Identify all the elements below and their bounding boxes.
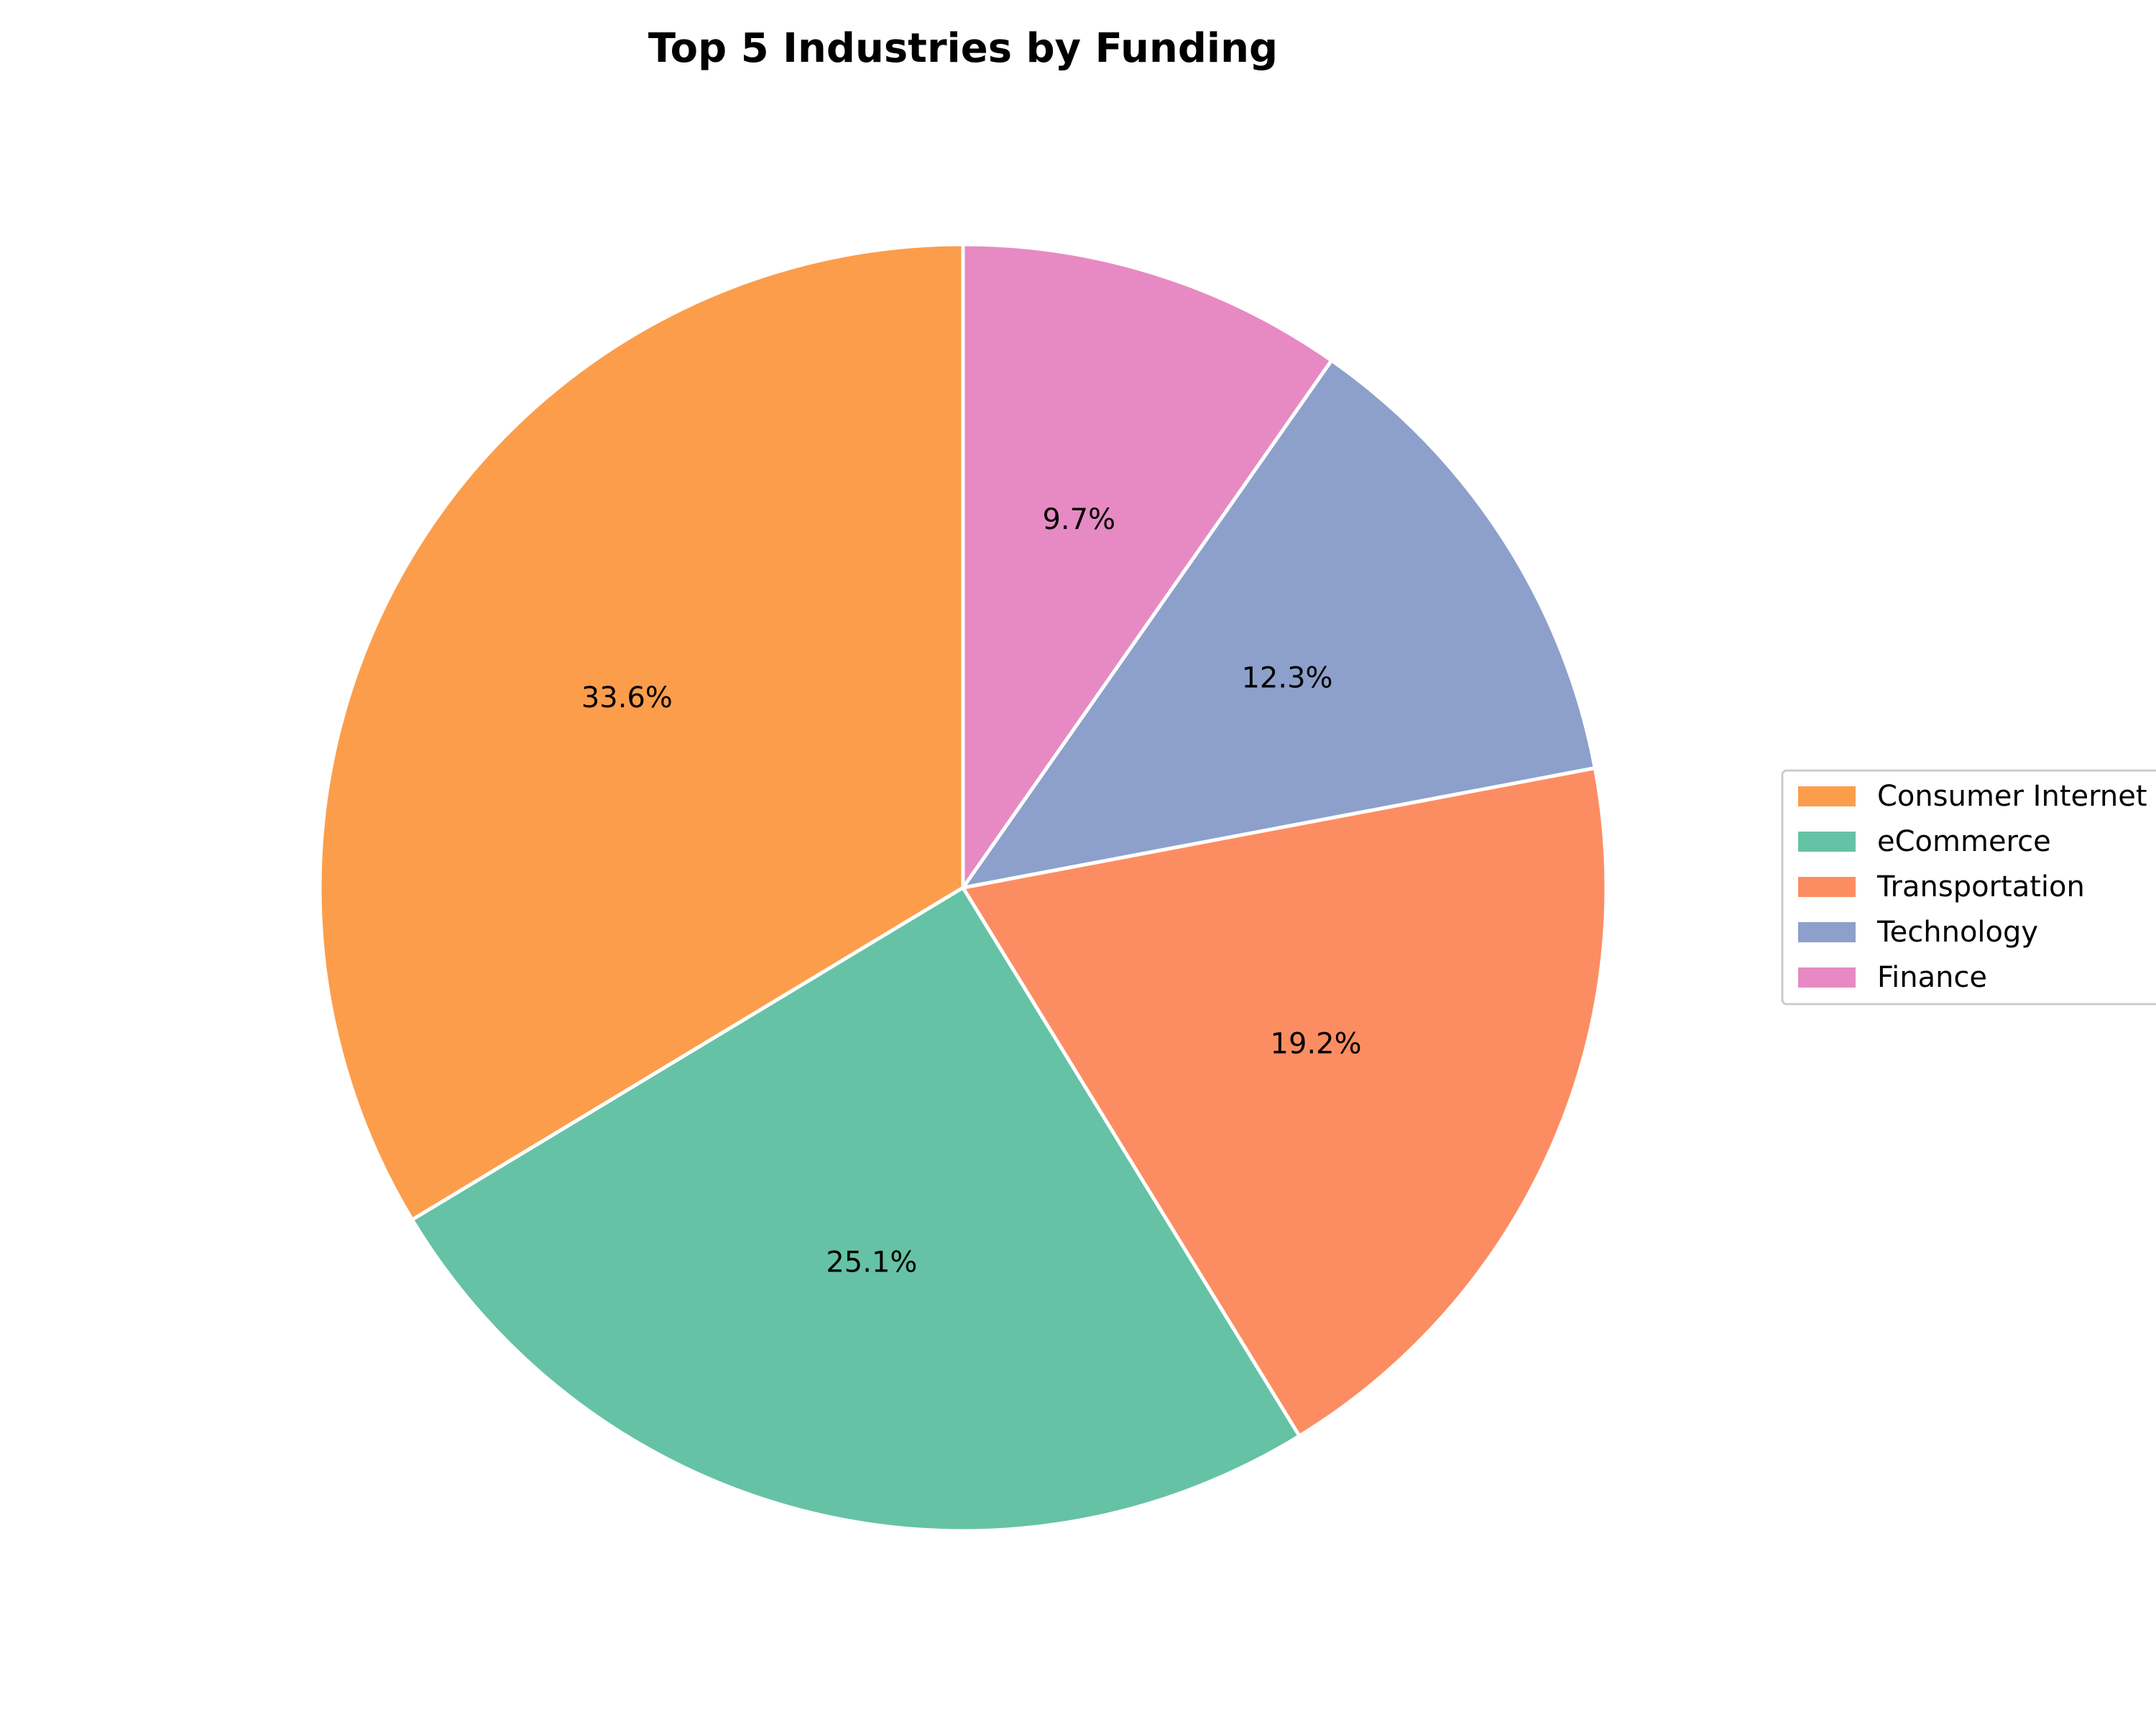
legend: Consumer Internet eCommerce Transportation… — [1781, 769, 2156, 1006]
legend-swatch — [1798, 877, 1856, 897]
pie-slice-consumer-internet — [318, 242, 965, 1222]
legend-frame — [1781, 769, 2156, 1006]
legend-swatch — [1798, 786, 1856, 806]
legend-label: Consumer Internet — [1877, 780, 2147, 813]
legend-label: Technology — [1876, 916, 2038, 949]
pie-value-label: 12.3% — [1241, 662, 1332, 695]
pie-value-labels: 33.6% 25.1% 19.2% 12.3% 9.7% — [581, 503, 1362, 1279]
pie-value-label: 9.7% — [1042, 503, 1115, 536]
legend-label: eCommerce — [1877, 825, 2051, 858]
legend-swatch — [1798, 832, 1856, 852]
legend-swatch — [1798, 967, 1856, 988]
pie-slice-ecommerce — [410, 886, 1302, 1533]
pie-slice-technology — [961, 358, 1597, 890]
legend-label: Finance — [1877, 961, 1987, 994]
pie-value-label: 19.2% — [1271, 1027, 1362, 1060]
pie-slice-finance — [961, 242, 1334, 890]
pie-slice-transportation — [961, 766, 1608, 1438]
legend-label: Transportation — [1876, 870, 2085, 903]
pie-value-label: 33.6% — [581, 681, 673, 714]
pie-slices — [318, 242, 1608, 1533]
pie-value-label: 25.1% — [826, 1246, 917, 1279]
legend-swatch — [1798, 922, 1856, 942]
chart-title: Top 5 Industries by Funding — [648, 25, 1278, 72]
